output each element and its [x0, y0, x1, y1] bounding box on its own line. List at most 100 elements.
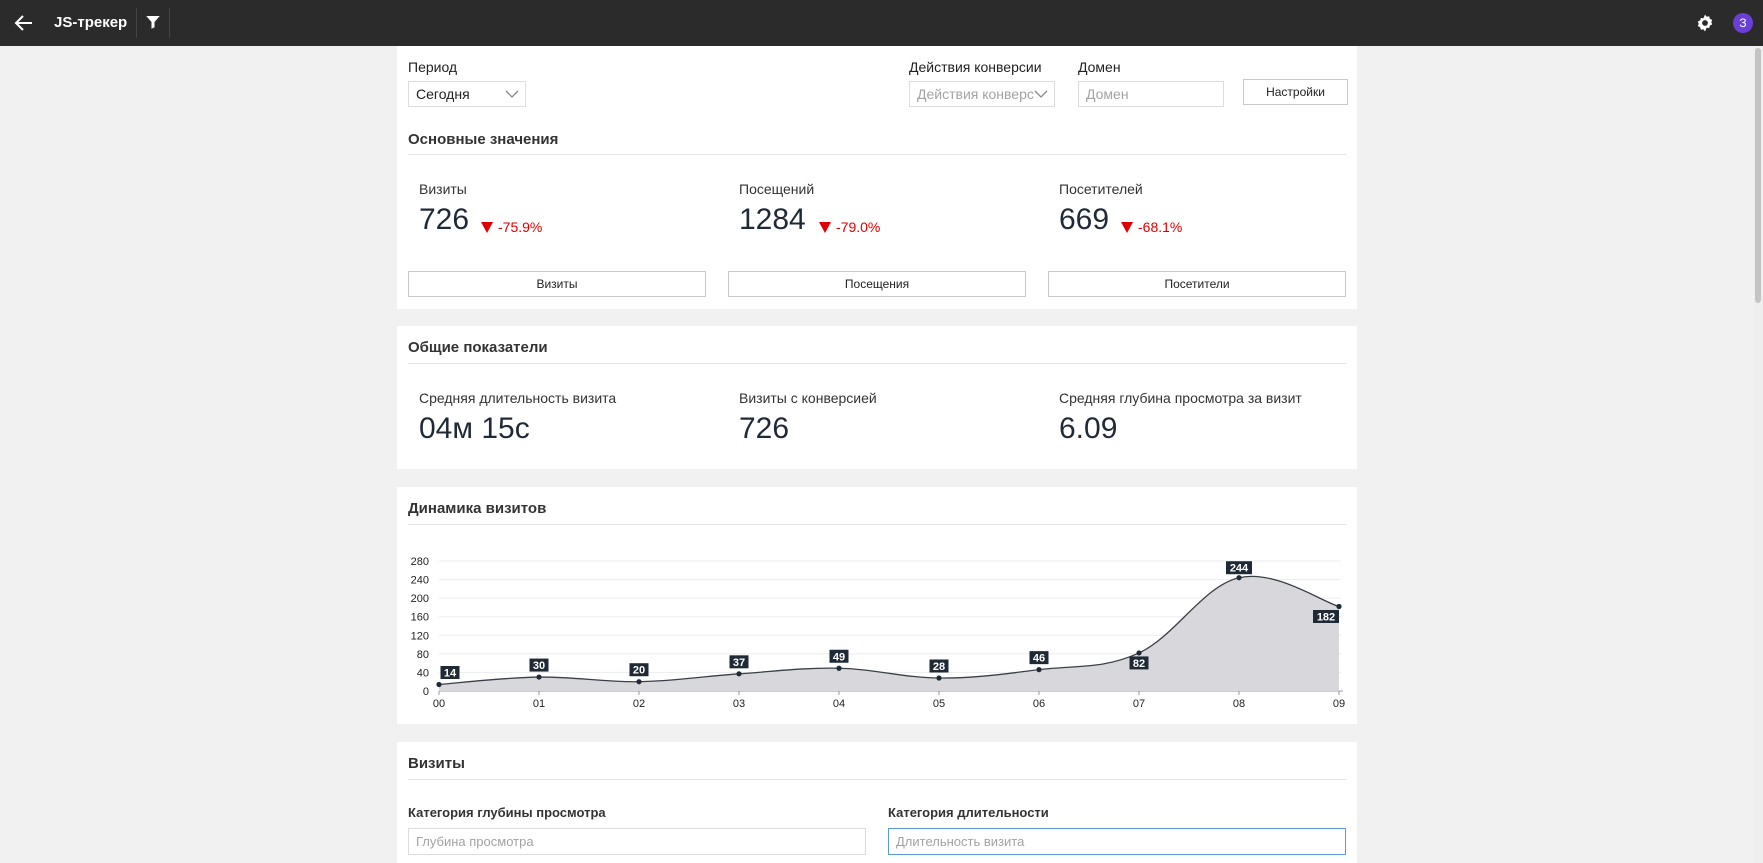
metric-label: Средняя глубина просмотра за визит [1059, 390, 1302, 406]
data-label: 182 [1317, 612, 1335, 624]
metric-value: 1284 [739, 203, 806, 236]
data-point [1336, 603, 1342, 610]
divider [169, 8, 170, 38]
x-tick-label: 00 [433, 698, 445, 710]
y-tick-label: 240 [411, 575, 429, 587]
main-values-title: Основные значения [408, 131, 559, 148]
data-label-box [829, 649, 849, 663]
data-label: 46 [1033, 653, 1045, 665]
chevron-down-icon [505, 90, 519, 98]
domain-input[interactable]: Домен [1078, 81, 1224, 107]
y-tick-label: 0 [423, 686, 429, 698]
data-label-box [1029, 651, 1049, 665]
duration-placeholder: Длительность визита [896, 834, 1025, 849]
data-label-box [1129, 656, 1149, 670]
data-label: 30 [533, 660, 545, 672]
y-tick-label: 160 [411, 612, 429, 624]
delta-badge: -79.0% [819, 219, 880, 235]
delta-badge: -68.1% [1121, 219, 1182, 235]
x-tick-label: 02 [633, 698, 645, 710]
conversion-label: Действия конверсии [909, 59, 1042, 75]
data-label-box [929, 659, 949, 673]
data-point [1136, 650, 1142, 656]
x-tick-label: 08 [1233, 698, 1245, 710]
duration-input[interactable]: Длительность визита [888, 828, 1346, 855]
visits-dynamics-card: Динамика визитов 0 40 80 120 160 200 240 280 00 0… [397, 487, 1357, 724]
domain-placeholder: Домен [1086, 86, 1129, 102]
visits-title: Визиты [408, 755, 465, 772]
triangle-down-icon [819, 222, 831, 233]
period-select[interactable]: Сегодня [408, 81, 526, 107]
data-label: 28 [933, 661, 945, 673]
data-label-box [529, 658, 549, 672]
data-label: 49 [833, 651, 845, 663]
data-label: 82 [1133, 658, 1145, 670]
data-label: 14 [444, 668, 457, 680]
scrollbar-thumb[interactable] [1755, 48, 1761, 303]
user-avatar[interactable]: З [1733, 13, 1753, 33]
visitors-button[interactable]: Посетители [1048, 271, 1346, 297]
x-tick-label: 03 [733, 698, 745, 710]
page-title: JS-трекер [54, 14, 128, 31]
data-point [836, 665, 842, 671]
chart-title: Динамика визитов [408, 500, 547, 517]
data-label-box [440, 666, 460, 679]
triangle-down-icon [481, 222, 493, 233]
divider [408, 154, 1346, 155]
divider [136, 8, 137, 38]
divider [408, 524, 1346, 525]
depth-placeholder: Глубина просмотра [416, 834, 534, 849]
data-point [436, 681, 442, 688]
data-point [1036, 667, 1042, 673]
visits-button[interactable]: Визиты [408, 271, 706, 297]
period-label: Период [408, 59, 458, 75]
metric-value: 04м 15с [419, 412, 530, 445]
x-tick-label: 05 [933, 698, 945, 710]
metric-label: Визиты [419, 181, 467, 197]
filter-icon[interactable] [144, 13, 162, 31]
metric-label: Посетителей [1059, 181, 1143, 197]
y-tick-label: 80 [417, 649, 429, 661]
metric-value: 726 [739, 412, 790, 445]
depth-label: Категория глубины просмотра [408, 805, 606, 820]
divider [408, 779, 1346, 780]
conversion-select[interactable]: Действия конверс [909, 81, 1055, 107]
pageviews-button[interactable]: Посещения [728, 271, 1026, 297]
data-label: 20 [633, 665, 645, 677]
domain-label: Домен [1078, 59, 1121, 75]
main-values-card: Период Сегодня Действия конверсии Действ… [397, 46, 1357, 309]
conversion-placeholder: Действия конверс [917, 86, 1034, 102]
delta-badge: -75.9% [481, 219, 542, 235]
data-label-box [1226, 561, 1252, 575]
settings-button[interactable]: Настройки [1243, 79, 1348, 105]
metric-label: Визиты с конверсией [739, 390, 877, 406]
visits-card: Визиты Категория глубины просмотра Глуби… [397, 742, 1357, 863]
y-tick-label: 40 [417, 667, 429, 679]
y-tick-label: 280 [411, 556, 429, 568]
depth-input[interactable]: Глубина просмотра [408, 828, 866, 855]
data-label-box [629, 663, 649, 677]
metric-value: 6.09 [1059, 412, 1118, 445]
y-tick-label: 200 [411, 593, 429, 605]
delta-value: -79.0% [836, 219, 881, 235]
x-tick-label: 06 [1033, 698, 1045, 710]
visits-area-chart: 0 40 80 120 160 200 240 280 00 01 02 03 04 05 06 07 08 09… [411, 556, 1345, 710]
data-point [636, 679, 642, 685]
series-line [438, 575, 1340, 686]
metric-label: Посещений [739, 181, 815, 197]
metric-value: 726 [419, 203, 470, 236]
scrollbar[interactable] [1754, 46, 1763, 863]
top-bar: JS-трекер З [0, 0, 1763, 46]
delta-value: -75.9% [498, 219, 543, 235]
duration-label: Категория длительности [888, 805, 1049, 820]
data-label-box [729, 655, 749, 669]
y-tick-label: 120 [411, 630, 429, 642]
data-point [936, 675, 942, 681]
divider [408, 363, 1346, 364]
back-arrow-icon[interactable] [12, 11, 36, 35]
data-point [1236, 575, 1242, 581]
x-tick-label: 09 [1333, 698, 1345, 710]
triangle-down-icon [1121, 222, 1133, 233]
metric-label: Средняя длительность визита [419, 390, 617, 406]
gear-icon[interactable] [1695, 13, 1715, 33]
